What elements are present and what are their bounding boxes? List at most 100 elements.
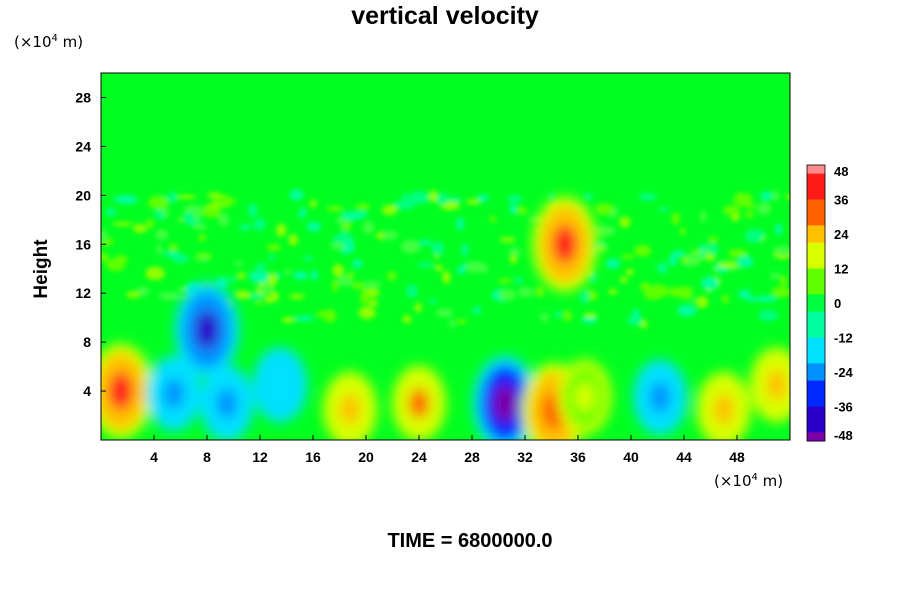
- texture-blob: [696, 296, 709, 308]
- colorbar-segment: [807, 251, 825, 261]
- texture-blob: [581, 316, 598, 324]
- colorbar-tick-label: 0: [834, 296, 841, 311]
- texture-blob: [517, 287, 535, 298]
- texture-blob: [330, 242, 346, 250]
- texture-blob: [668, 253, 678, 267]
- texture-blob: [401, 239, 421, 254]
- velocity-cell-11: [749, 347, 790, 423]
- texture-blob: [116, 195, 138, 205]
- texture-blob: [499, 237, 516, 243]
- texture-blob: [253, 217, 266, 231]
- texture-blob: [448, 319, 456, 328]
- texture-blob: [634, 244, 652, 257]
- colorbar-segment: [807, 346, 825, 356]
- velocity-cell-3: [252, 347, 307, 423]
- texture-blob: [671, 212, 681, 225]
- x-tick-label: 4: [150, 449, 158, 465]
- texture-blob: [193, 212, 201, 221]
- texture-blob: [358, 306, 376, 320]
- colorbar-segment: [807, 337, 825, 347]
- texture-blob: [351, 281, 365, 290]
- x-tick-label: 44: [676, 449, 692, 465]
- x-axis-unit: (×104 m): [714, 472, 784, 490]
- texture-blob: [145, 266, 165, 281]
- colorbar-segment: [807, 389, 825, 399]
- texture-blob: [306, 221, 322, 232]
- texture-blob: [785, 193, 790, 200]
- texture-blob: [268, 255, 276, 261]
- velocity-cell-12: [532, 196, 598, 292]
- texture-blob: [738, 255, 754, 268]
- colorbar-frame: [806, 164, 826, 442]
- texture-blob: [723, 204, 741, 216]
- y-tick-label: 16: [75, 236, 91, 252]
- texture-blob: [744, 204, 757, 210]
- texture-blob: [284, 268, 291, 275]
- texture-blob: [436, 308, 454, 318]
- plot-frame: [100, 72, 791, 441]
- colorbar-segment: [807, 242, 825, 252]
- colorbar-segment: [807, 165, 825, 175]
- texture-blob: [472, 306, 483, 315]
- texture-blob: [105, 207, 117, 217]
- colorbar-segment: [807, 277, 825, 287]
- texture-blob: [449, 196, 462, 203]
- texture-blob: [310, 269, 318, 281]
- texture-blob: [226, 276, 237, 282]
- texture-blob: [386, 271, 397, 281]
- colorbar-segment: [807, 354, 825, 364]
- x-tick-label: 36: [570, 449, 586, 465]
- colorbar: 48 36 24 12 0 -12 -24 -36 -48: [806, 164, 854, 443]
- texture-blob: [773, 245, 790, 256]
- texture-blob: [218, 213, 229, 227]
- texture-blob: [626, 316, 643, 326]
- texture-blob: [667, 287, 685, 298]
- texture-blob: [362, 220, 374, 235]
- texture-blob: [382, 204, 398, 216]
- texture-blob: [198, 234, 207, 242]
- colorbar-segment: [807, 216, 825, 226]
- texture-blob: [683, 260, 698, 267]
- texture-blob: [728, 249, 748, 258]
- texture-blob: [402, 315, 412, 324]
- colorbar-segment: [807, 363, 825, 373]
- texture-blob: [148, 195, 169, 210]
- texture-blob: [324, 309, 337, 323]
- colorbar-segment: [807, 423, 825, 433]
- texture-blob: [393, 200, 416, 210]
- texture-blob: [406, 284, 418, 298]
- velocity-cell-8: [557, 359, 612, 435]
- texture-blob: [267, 272, 278, 287]
- turbulent-layer: [101, 189, 790, 329]
- texture-blob: [658, 207, 670, 212]
- texture-blob: [760, 191, 773, 201]
- texture-blob: [595, 203, 614, 215]
- texture-blob: [700, 210, 707, 223]
- texture-blob: [133, 223, 148, 234]
- x-tick-label: 48: [729, 449, 745, 465]
- colorbar-segment: [807, 285, 825, 295]
- texture-blob: [632, 308, 640, 321]
- texture-blob: [255, 300, 264, 306]
- texture-blob: [197, 256, 209, 263]
- colorbar-segment: [807, 380, 825, 390]
- texture-blob: [258, 284, 275, 293]
- texture-blob: [206, 192, 223, 198]
- y-tick-label: 28: [75, 89, 91, 105]
- texture-blob: [101, 252, 110, 263]
- texture-blob: [757, 202, 772, 216]
- texture-blob: [689, 297, 698, 302]
- texture-blob: [417, 262, 435, 268]
- texture-blob: [201, 207, 221, 218]
- colorbar-segment: [807, 294, 825, 304]
- x-tick-label: 24: [411, 449, 427, 465]
- colorbar-segment: [807, 311, 825, 321]
- texture-blob: [177, 194, 197, 200]
- texture-blob: [620, 254, 636, 260]
- velocity-cell-6: [472, 355, 538, 440]
- texture-blob: [402, 192, 409, 201]
- texture-blob: [744, 211, 755, 218]
- texture-blob: [679, 227, 686, 235]
- x-tick-label: 40: [623, 449, 639, 465]
